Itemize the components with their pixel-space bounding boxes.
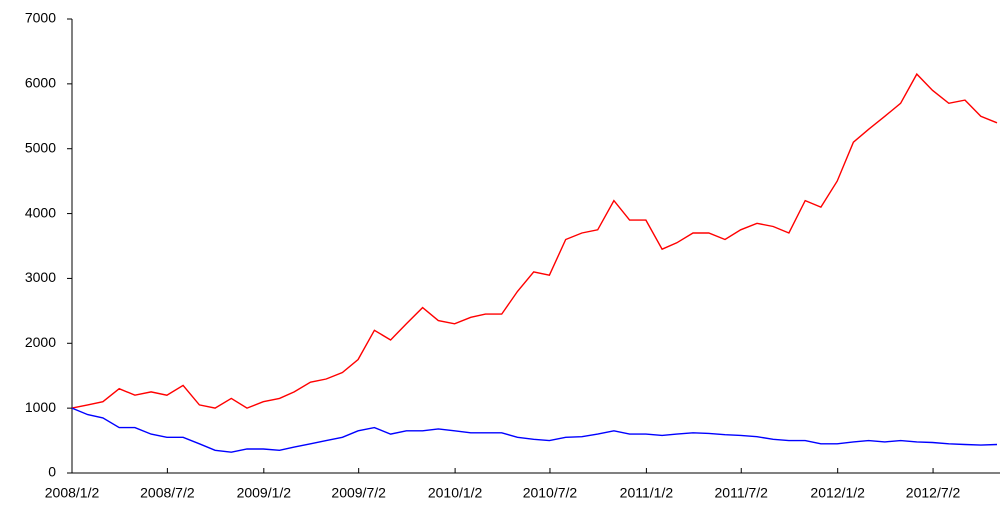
y-tick-label: 5000 [25,139,56,155]
x-tick-label: 2009/7/2 [331,485,386,501]
y-tick-label: 2000 [25,334,56,350]
series-line [71,407,998,453]
y-tick-label: 4000 [25,204,56,220]
x-tick-label: 2012/7/2 [906,485,961,501]
y-tick-label: 1000 [25,399,56,415]
x-tick-label: 2011/7/2 [715,485,769,501]
x-tick-label: 2010/1/2 [428,485,483,501]
x-tick-label: 2009/1/2 [237,485,292,501]
x-tick-label: 2010/7/2 [523,485,578,501]
y-tick-label: 0 [48,464,56,480]
x-tick-label: 2012/1/2 [810,485,865,501]
series-line [71,72,998,409]
y-tick-label: 3000 [25,269,56,285]
x-tick-label: 2008/1/2 [45,485,100,501]
y-tick-label: 7000 [25,10,56,26]
x-tick-label: 2008/7/2 [140,485,195,501]
x-tick-label: 2011/1/2 [620,485,674,501]
y-tick-label: 6000 [25,75,56,91]
